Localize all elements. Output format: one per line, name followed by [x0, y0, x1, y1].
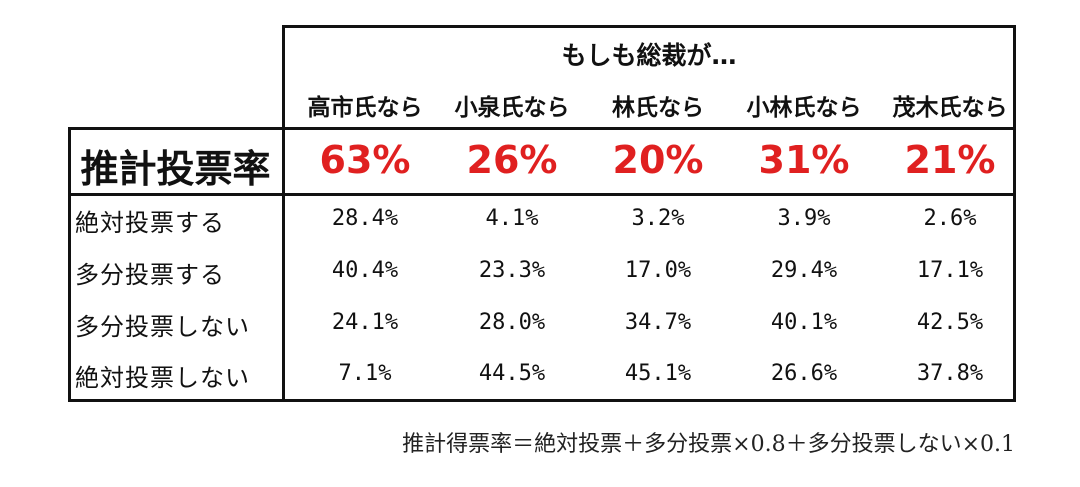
table-cell: 23.3%: [478, 258, 546, 283]
table-cell: 34.7%: [624, 310, 692, 335]
estimate-value: 26%: [466, 138, 558, 182]
candidate-header: 小泉氏なら: [454, 95, 570, 121]
table-cell: 7.1%: [338, 361, 392, 386]
table-cell: 37.8%: [916, 361, 984, 386]
estimate-value: 21%: [904, 138, 996, 182]
header-frame: [282, 25, 1016, 196]
label-column-divider: [282, 127, 285, 402]
table-cell: 3.9%: [777, 206, 831, 231]
table-cell: 26.6%: [770, 361, 838, 386]
candidate-header: 茂木氏なら: [892, 95, 1008, 121]
header-divider: [68, 193, 1016, 196]
table-cell: 28.0%: [478, 310, 546, 335]
table-cell: 42.5%: [916, 310, 984, 335]
table-cell: 4.1%: [485, 206, 539, 231]
candidate-header: 高市氏なら: [307, 95, 423, 121]
table-title: もしも総裁が…: [561, 41, 737, 70]
estimate-value: 20%: [612, 138, 704, 182]
row-label: 多分投票する: [75, 261, 225, 289]
table-cell: 17.0%: [624, 258, 692, 283]
candidate-header: 小林氏なら: [746, 95, 862, 121]
formula-footnote: 推計得票率＝絶対投票＋多分投票×0.8＋多分投票しない×0.1: [402, 432, 1015, 457]
estimate-label: 推計投票率: [80, 147, 271, 191]
table-cell: 44.5%: [478, 361, 546, 386]
table-cell: 24.1%: [331, 310, 399, 335]
table-cell: 2.6%: [923, 206, 977, 231]
table-cell: 40.1%: [770, 310, 838, 335]
candidate-header: 林氏なら: [612, 95, 704, 121]
estimate-value: 63%: [319, 138, 411, 182]
row-label: 絶対投票する: [75, 209, 225, 237]
table-frame: [68, 127, 1016, 402]
row-label: 多分投票しない: [75, 313, 250, 341]
table-cell: 3.2%: [631, 206, 685, 231]
table-cell: 29.4%: [770, 258, 838, 283]
table-cell: 17.1%: [916, 258, 984, 283]
table-cell: 28.4%: [331, 206, 399, 231]
row-label: 絶対投票しない: [75, 364, 250, 392]
table-cell: 40.4%: [331, 258, 399, 283]
estimate-value: 31%: [758, 138, 850, 182]
table-cell: 45.1%: [624, 361, 692, 386]
